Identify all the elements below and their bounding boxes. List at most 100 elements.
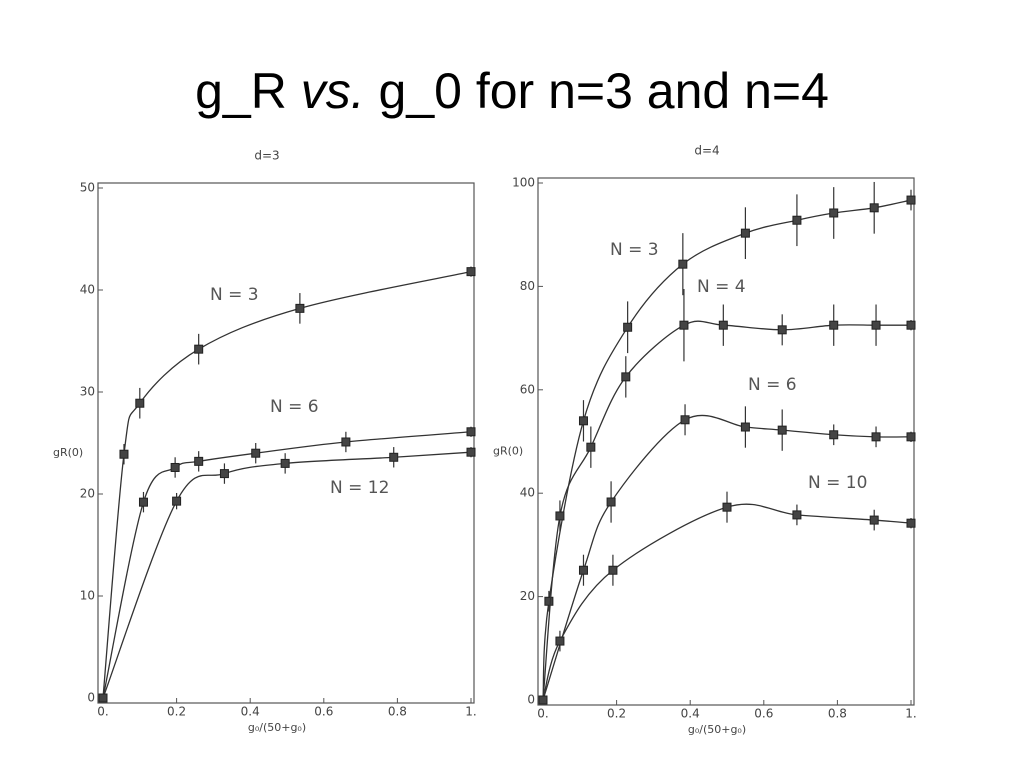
x-tick-label: 0.4 xyxy=(241,705,260,719)
title-part: g_R xyxy=(195,63,287,119)
series-label: N = 10 xyxy=(808,473,867,493)
data-point xyxy=(829,430,839,440)
title-part: vs. xyxy=(300,63,365,119)
x-tick-label: 1. xyxy=(465,705,476,719)
data-point xyxy=(119,449,129,459)
data-point xyxy=(466,267,476,277)
series-label: N = 3 xyxy=(210,285,259,305)
y-tick-label: 80 xyxy=(520,279,535,293)
y-tick-label: 20 xyxy=(520,589,535,603)
x-tick-label: 0.8 xyxy=(388,705,407,719)
data-point xyxy=(172,496,182,506)
series-line xyxy=(102,431,472,699)
series-label: N = 6 xyxy=(748,375,797,395)
data-point xyxy=(680,415,690,425)
data-point xyxy=(869,515,879,525)
data-point xyxy=(871,320,881,330)
y-axis-label: gR(0) xyxy=(53,446,83,459)
y-tick-label: 10 xyxy=(80,589,95,603)
x-tick-label: 0.6 xyxy=(314,705,333,719)
x-tick-label: 0.2 xyxy=(607,707,626,721)
x-tick-label: 0.4 xyxy=(681,707,700,721)
data-point xyxy=(621,372,631,382)
data-point xyxy=(722,502,732,512)
x-tick-label: 0.6 xyxy=(754,707,773,721)
data-point xyxy=(792,510,802,520)
chart-title: d=3 xyxy=(254,149,279,163)
data-point xyxy=(341,437,351,447)
x-axis-label: g₀/(50+g₀) xyxy=(688,723,746,736)
y-axis-label: gR(0) xyxy=(493,445,523,458)
series-line xyxy=(542,199,912,701)
slide-title: g_R vs. g_0 for n=3 and n=4 xyxy=(0,62,1024,120)
data-point xyxy=(280,458,290,468)
data-point xyxy=(135,398,145,408)
data-point xyxy=(740,228,750,238)
chart-title: d=4 xyxy=(694,144,719,158)
data-point xyxy=(871,432,881,442)
x-axis-label: g₀/(50+g₀) xyxy=(248,721,306,734)
x-tick-label: 1. xyxy=(905,707,916,721)
title-part: g_0 for n=3 and n=4 xyxy=(378,63,829,119)
data-point xyxy=(777,425,787,435)
data-point xyxy=(906,320,916,330)
data-point xyxy=(555,511,565,521)
data-point xyxy=(829,208,839,218)
data-point xyxy=(777,325,787,335)
x-tick-label: 0. xyxy=(537,707,548,721)
data-point xyxy=(679,320,689,330)
data-point xyxy=(586,442,596,452)
plot-frame xyxy=(537,177,915,706)
data-point xyxy=(740,422,750,432)
data-point xyxy=(829,320,839,330)
data-point xyxy=(544,596,554,606)
y-tick-label: 0 xyxy=(527,693,535,707)
y-tick-label: 40 xyxy=(520,486,535,500)
data-point xyxy=(138,497,148,507)
data-point xyxy=(623,322,633,332)
data-point xyxy=(295,303,305,313)
data-point xyxy=(555,636,565,646)
data-point xyxy=(538,695,548,705)
x-tick-label: 0.2 xyxy=(167,705,186,719)
y-tick-label: 30 xyxy=(80,385,95,399)
series-line xyxy=(542,503,912,701)
series-label: N = 4 xyxy=(697,277,746,297)
data-point xyxy=(219,469,229,479)
series-line xyxy=(102,271,472,699)
data-point xyxy=(869,203,879,213)
series-line xyxy=(542,414,912,701)
x-tick-label: 0. xyxy=(97,705,108,719)
y-tick-label: 60 xyxy=(520,382,535,396)
y-tick-label: 40 xyxy=(80,283,95,297)
y-tick-label: 50 xyxy=(80,181,95,195)
data-point xyxy=(170,462,180,472)
data-point xyxy=(718,320,728,330)
data-point xyxy=(578,565,588,575)
data-point xyxy=(678,259,688,269)
data-point xyxy=(466,427,476,437)
data-point xyxy=(906,432,916,442)
data-point xyxy=(194,344,204,354)
data-point xyxy=(906,195,916,205)
plot-frame xyxy=(97,182,475,704)
data-point xyxy=(98,693,108,703)
data-point xyxy=(608,565,618,575)
y-tick-label: 20 xyxy=(80,487,95,501)
series-label: N = 3 xyxy=(610,240,659,260)
data-point xyxy=(389,452,399,462)
series-line xyxy=(102,451,472,699)
data-point xyxy=(792,215,802,225)
data-point xyxy=(606,497,616,507)
x-tick-label: 0.8 xyxy=(828,707,847,721)
data-point xyxy=(466,447,476,457)
series-label: N = 6 xyxy=(270,397,319,417)
y-tick-label: 0 xyxy=(87,691,95,705)
data-point xyxy=(578,416,588,426)
series-label: N = 12 xyxy=(330,478,389,498)
data-point xyxy=(906,518,916,528)
y-tick-label: 100 xyxy=(512,176,535,190)
data-point xyxy=(251,448,261,458)
